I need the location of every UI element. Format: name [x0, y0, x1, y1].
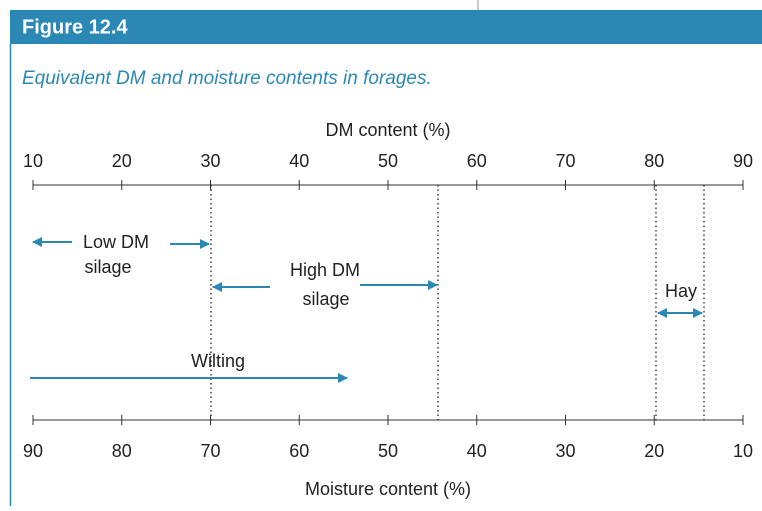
range-label: silage — [302, 289, 349, 309]
range-label: Hay — [665, 281, 697, 301]
tick-label: 10 — [23, 151, 43, 171]
tick-label: 30 — [555, 441, 575, 461]
tick-label: 80 — [644, 151, 664, 171]
range-label: silage — [84, 257, 131, 277]
figure-title: Figure 12.4 — [22, 16, 128, 38]
range-label: Low DM — [83, 232, 149, 252]
axes: 10 20 30 40 50 60 70 80 90 90 80 70 60 50 40 30 20 10 — [23, 151, 753, 461]
bottom-axis-label: Moisture content (%) — [305, 479, 471, 499]
arrows — [30, 237, 703, 383]
caption: Equivalent DM and moisture contents in f… — [22, 68, 432, 89]
range-label: High DM — [290, 260, 360, 280]
tick-label: 50 — [378, 441, 398, 461]
top-axis-label: DM content (%) — [325, 120, 450, 140]
tick-label: 60 — [289, 441, 309, 461]
range-label: Wilting — [191, 351, 245, 371]
tick-label: 80 — [112, 441, 132, 461]
tick-label: 20 — [644, 441, 664, 461]
boundaries — [210, 185, 705, 420]
tick-label: 70 — [200, 441, 220, 461]
tick-label: 30 — [200, 151, 220, 171]
tick-label: 70 — [555, 151, 575, 171]
tick-label: 90 — [23, 441, 43, 461]
tick-label: 20 — [112, 151, 132, 171]
tick-label: 40 — [289, 151, 309, 171]
tick-label: 10 — [733, 441, 753, 461]
tick-label: 50 — [378, 151, 398, 171]
tick-label: 40 — [467, 441, 487, 461]
tick-label: 60 — [467, 151, 487, 171]
header-bar — [10, 10, 762, 44]
tick-label: 90 — [733, 151, 753, 171]
